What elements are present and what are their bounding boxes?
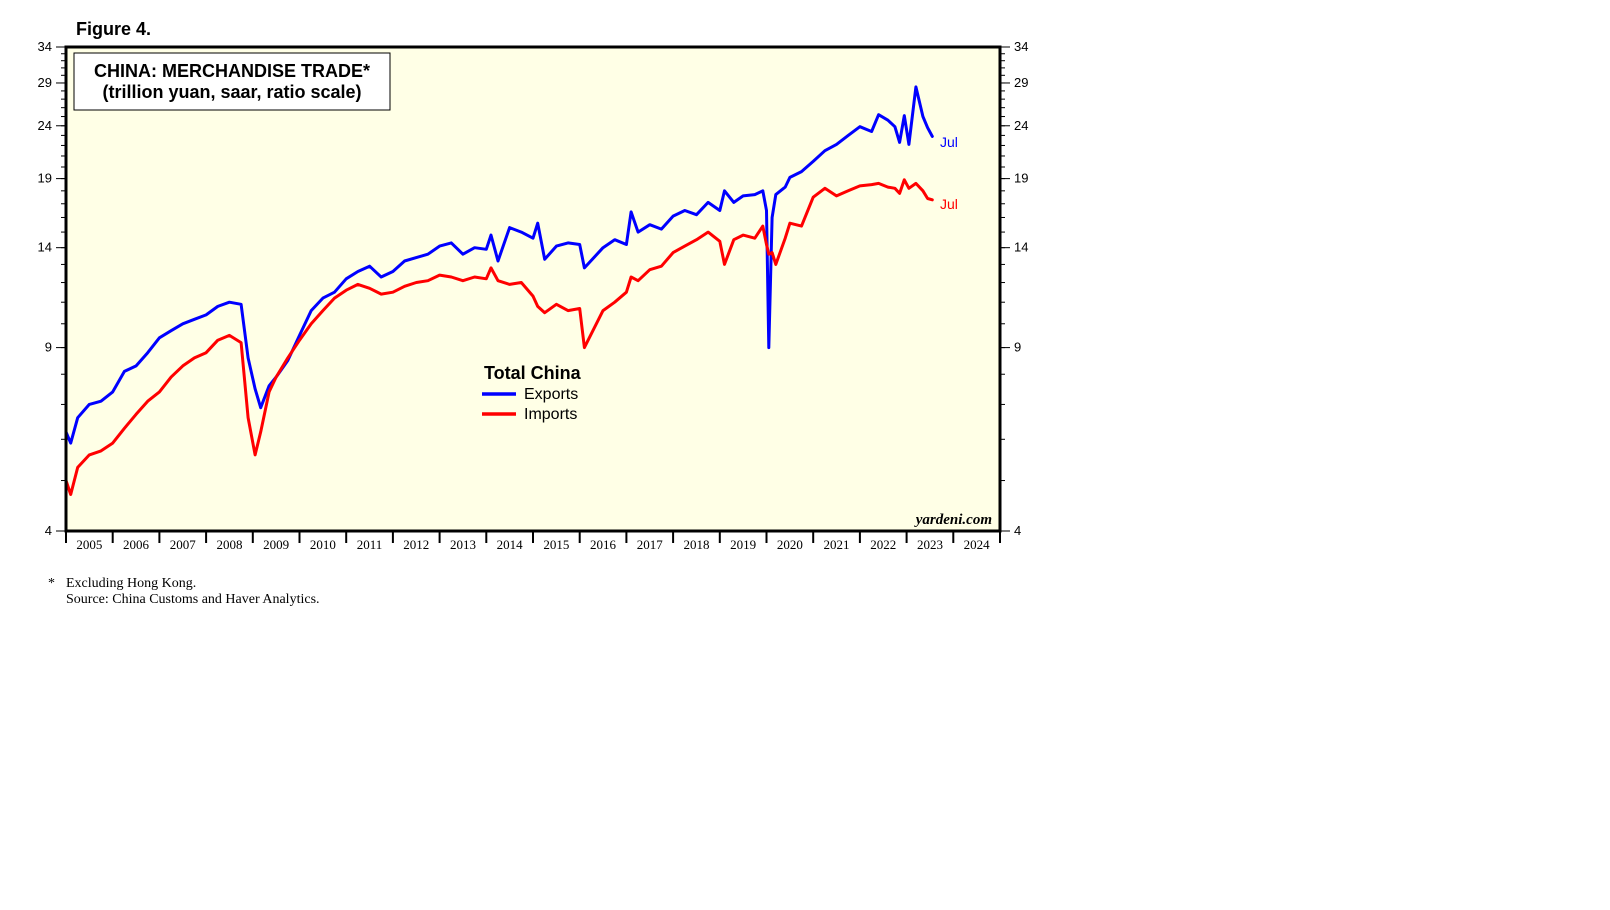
y-tick-label-left: 24 xyxy=(38,118,52,133)
y-tick-label-right: 9 xyxy=(1014,340,1021,355)
x-tick-label: 2018 xyxy=(683,537,709,552)
x-tick-label: 2024 xyxy=(964,537,991,552)
y-axis-right: 4 9 14 19 24 29 34 xyxy=(1000,39,1028,538)
legend-label-exports: Exports xyxy=(524,386,578,403)
y-tick-label-right: 24 xyxy=(1014,118,1028,133)
footnote-text: Excluding Hong Kong. xyxy=(66,576,197,591)
x-tick-label: 2010 xyxy=(310,537,336,552)
x-tick-label: 2019 xyxy=(730,537,756,552)
plot-frame xyxy=(64,45,1002,533)
x-tick-label: 2021 xyxy=(824,537,850,552)
x-tick-label: 2012 xyxy=(403,537,429,552)
x-tick-label: 2022 xyxy=(870,537,896,552)
x-tick-label: 2016 xyxy=(590,537,617,552)
title-box: CHINA: MERCHANDISE TRADE* (trillion yuan… xyxy=(73,52,391,111)
y-tick-label-right: 34 xyxy=(1014,39,1028,54)
x-tick-label: 2023 xyxy=(917,537,943,552)
x-tick-label: 2005 xyxy=(76,537,102,552)
x-tick-label: 2014 xyxy=(497,537,524,552)
y-tick-label-left: 34 xyxy=(38,39,52,54)
credit-text: yardeni.com xyxy=(914,512,992,528)
legend-label-imports: Imports xyxy=(524,406,577,423)
y-tick-label-left: 19 xyxy=(38,171,52,186)
x-tick-label: 2008 xyxy=(216,537,242,552)
plot-background xyxy=(66,47,1000,531)
series-line-imports xyxy=(64,178,934,496)
x-axis: 2005 2006 2007 2008 2009 2010 2011 2012 2013 2014… xyxy=(65,531,1001,552)
series-layer xyxy=(64,85,934,496)
y-tick-label-left: 14 xyxy=(38,240,52,255)
footnotes: * Excluding Hong Kong. Source: China Cust… xyxy=(48,576,320,608)
chart-subtitle: (trillion yuan, saar, ratio scale) xyxy=(102,82,361,102)
end-label-exports: Jul xyxy=(940,134,958,150)
x-tick-label: 2020 xyxy=(777,537,803,552)
x-tick-label: 2017 xyxy=(637,537,664,552)
x-tick-label: 2015 xyxy=(543,537,569,552)
y-tick-label-right: 29 xyxy=(1014,75,1028,90)
legend: Total China Exports Imports xyxy=(482,363,582,423)
series-line-exports xyxy=(64,85,934,445)
x-tick-label: 2013 xyxy=(450,537,476,552)
figure-label: Figure 4. xyxy=(76,19,151,39)
legend-title: Total China xyxy=(484,363,582,383)
y-tick-label-left: 29 xyxy=(38,75,52,90)
y-tick-label-left: 4 xyxy=(45,523,52,538)
x-tick-label: 2006 xyxy=(123,537,150,552)
y-tick-label-left: 9 xyxy=(45,340,52,355)
x-tick-label: 2007 xyxy=(170,537,197,552)
y-tick-label-right: 4 xyxy=(1014,523,1021,538)
y-axis-left: 4 9 14 19 24 29 34 xyxy=(38,39,66,538)
x-tick-label: 2009 xyxy=(263,537,289,552)
chart-title: CHINA: MERCHANDISE TRADE* xyxy=(94,61,370,81)
x-tick-label: 2011 xyxy=(357,537,383,552)
footnote-mark: * xyxy=(48,576,55,591)
end-label-imports: Jul xyxy=(940,196,958,212)
y-tick-label-right: 14 xyxy=(1014,240,1028,255)
y-tick-label-right: 19 xyxy=(1014,171,1028,186)
source-text: Source: China Customs and Haver Analytic… xyxy=(66,592,320,607)
